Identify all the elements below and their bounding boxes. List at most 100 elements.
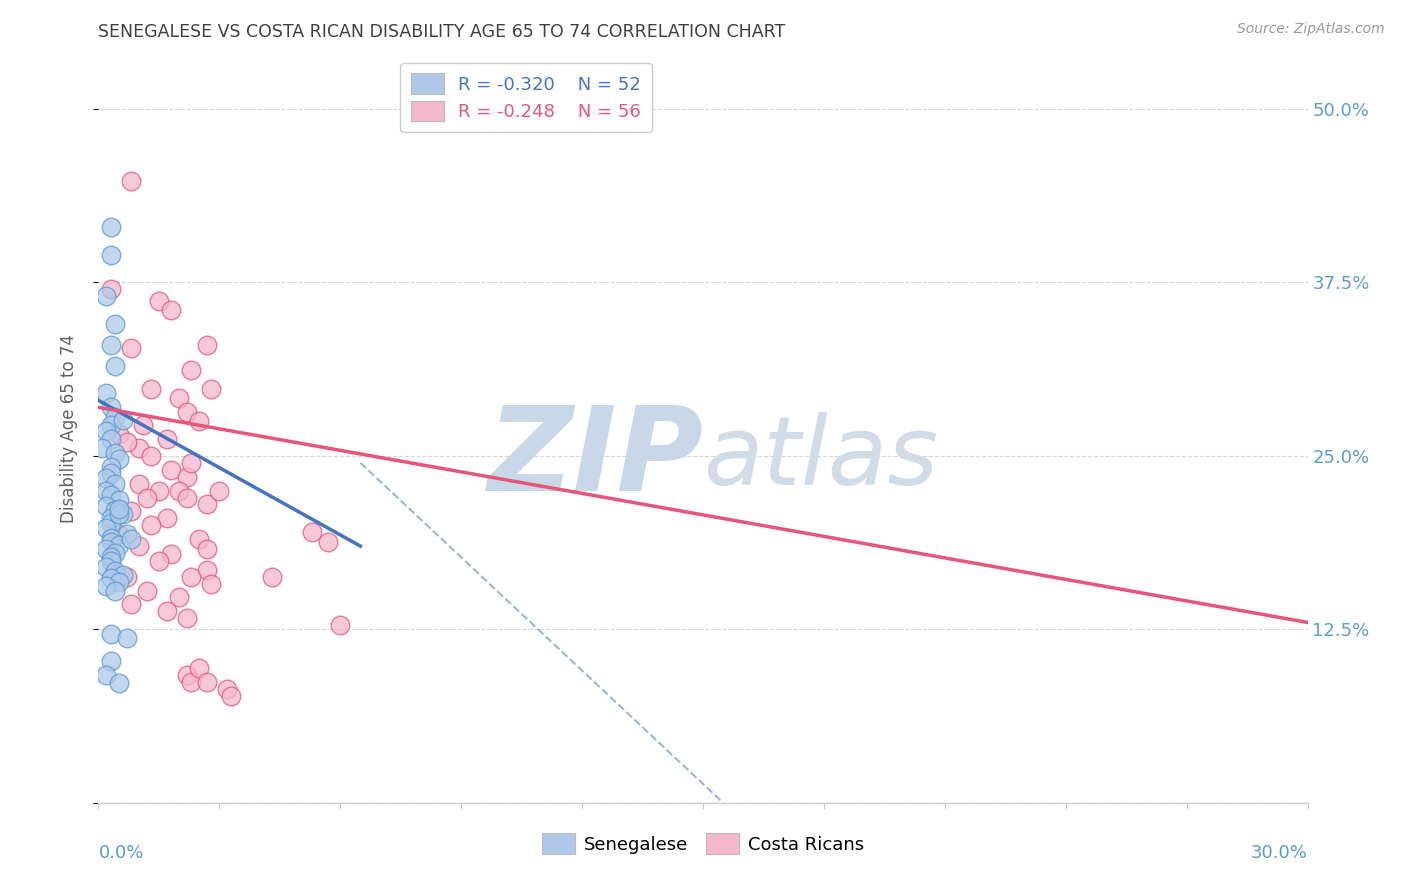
- Point: [100, 418, 122, 433]
- Point: [111, 413, 134, 427]
- Point: [132, 418, 155, 433]
- Point: [139, 449, 162, 463]
- Point: [195, 563, 218, 577]
- Point: [103, 317, 125, 331]
- Y-axis label: Disability Age 65 to 74: Disability Age 65 to 74: [59, 334, 77, 523]
- Point: [195, 541, 218, 556]
- Point: [100, 432, 122, 446]
- Point: [96, 483, 118, 498]
- Point: [128, 476, 150, 491]
- Point: [135, 583, 157, 598]
- Point: [148, 554, 170, 568]
- Point: [107, 451, 129, 466]
- Point: [176, 611, 198, 625]
- Point: [221, 689, 243, 703]
- Point: [103, 476, 125, 491]
- Point: [120, 174, 142, 188]
- Point: [167, 391, 190, 405]
- Text: 30.0%: 30.0%: [1251, 844, 1308, 862]
- Point: [139, 518, 162, 533]
- Point: [156, 432, 179, 446]
- Point: [96, 560, 118, 574]
- Point: [115, 569, 138, 583]
- Point: [115, 526, 138, 541]
- Point: [120, 504, 142, 518]
- Point: [188, 532, 211, 546]
- Point: [200, 382, 222, 396]
- Point: [100, 571, 122, 585]
- Point: [96, 386, 118, 401]
- Point: [148, 483, 170, 498]
- Point: [100, 531, 122, 545]
- Point: [180, 569, 202, 583]
- Point: [103, 564, 125, 578]
- Point: [100, 626, 122, 640]
- Point: [96, 499, 118, 513]
- Point: [195, 675, 218, 690]
- Point: [103, 583, 125, 598]
- Point: [176, 469, 198, 483]
- Point: [176, 491, 198, 505]
- Point: [96, 579, 118, 593]
- Point: [188, 414, 211, 428]
- Point: [301, 525, 323, 540]
- Point: [180, 456, 202, 470]
- Point: [107, 493, 129, 508]
- Text: ZIP: ZIP: [486, 401, 703, 516]
- Point: [120, 341, 142, 355]
- Point: [103, 359, 125, 373]
- Point: [167, 483, 190, 498]
- Point: [156, 604, 179, 618]
- Point: [96, 541, 118, 556]
- Point: [200, 576, 222, 591]
- Point: [96, 424, 118, 438]
- Legend: Senegalese, Costa Ricans: Senegalese, Costa Ricans: [536, 826, 870, 861]
- Point: [100, 460, 122, 475]
- Point: [103, 410, 125, 425]
- Point: [100, 535, 122, 549]
- Point: [195, 338, 218, 352]
- Point: [120, 598, 142, 612]
- Point: [176, 404, 198, 418]
- Point: [96, 289, 118, 303]
- Point: [107, 501, 129, 516]
- Point: [100, 401, 122, 415]
- Point: [96, 668, 118, 682]
- Point: [107, 676, 129, 690]
- Point: [107, 575, 129, 590]
- Point: [160, 463, 183, 477]
- Text: Source: ZipAtlas.com: Source: ZipAtlas.com: [1237, 22, 1385, 37]
- Text: SENEGALESE VS COSTA RICAN DISABILITY AGE 65 TO 74 CORRELATION CHART: SENEGALESE VS COSTA RICAN DISABILITY AGE…: [98, 23, 786, 41]
- Point: [100, 654, 122, 668]
- Point: [103, 503, 125, 517]
- Point: [100, 516, 122, 530]
- Point: [128, 539, 150, 553]
- Point: [128, 441, 150, 455]
- Point: [167, 591, 190, 605]
- Point: [176, 668, 198, 682]
- Point: [96, 471, 118, 485]
- Point: [329, 618, 352, 632]
- Point: [195, 498, 218, 512]
- Point: [100, 219, 122, 234]
- Point: [111, 507, 134, 521]
- Text: 0.0%: 0.0%: [98, 844, 143, 862]
- Point: [91, 441, 114, 455]
- Point: [156, 511, 179, 525]
- Point: [260, 569, 283, 583]
- Point: [180, 363, 202, 377]
- Point: [120, 532, 142, 546]
- Point: [208, 483, 231, 498]
- Point: [148, 293, 170, 308]
- Point: [107, 507, 129, 521]
- Point: [100, 550, 122, 565]
- Point: [139, 382, 162, 396]
- Point: [316, 535, 339, 549]
- Point: [188, 661, 211, 675]
- Point: [180, 675, 202, 690]
- Point: [160, 303, 183, 318]
- Point: [107, 526, 129, 541]
- Point: [115, 631, 138, 645]
- Point: [107, 538, 129, 552]
- Point: [103, 546, 125, 560]
